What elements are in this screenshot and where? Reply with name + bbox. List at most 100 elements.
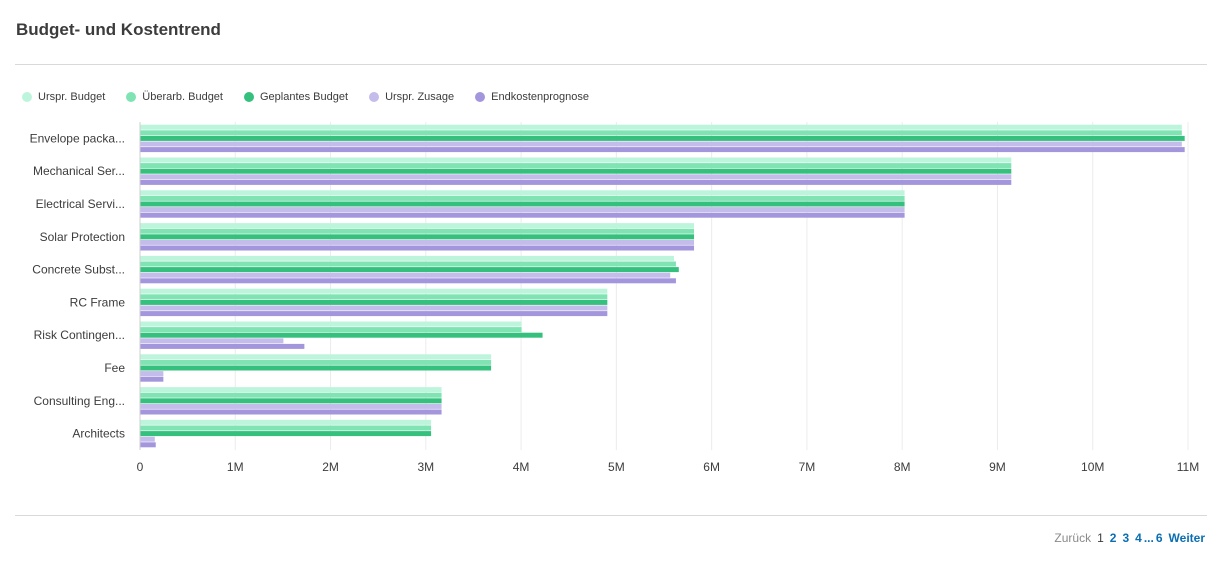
bar: [140, 223, 695, 229]
x-tick-label: 2M: [322, 460, 339, 474]
bar: [140, 168, 1012, 174]
bar: [140, 234, 695, 240]
bar: [140, 201, 905, 207]
bar: [140, 124, 1182, 130]
x-tick-label: 7M: [799, 460, 816, 474]
legend-swatch: [243, 92, 254, 102]
bar: [140, 261, 676, 267]
x-tick-label: 3M: [417, 460, 434, 474]
category-label: RC Frame: [70, 295, 126, 309]
bar: [140, 305, 608, 311]
bar: [140, 442, 156, 448]
bar: [140, 425, 432, 431]
category-label: Solar Protection: [40, 230, 125, 244]
category-label: Envelope packa...: [30, 131, 125, 145]
bar: [140, 179, 1012, 185]
bar: [140, 157, 1012, 163]
bar: [140, 141, 1182, 147]
bar: [140, 409, 442, 415]
chart-legend: Urspr. Budget Überarb. Budget Geplantes …: [22, 91, 610, 103]
footer-divider: [15, 515, 1207, 516]
category-label: Risk Contingen...: [34, 328, 125, 342]
pagination: Zurück 1 2 3 4 ... 6 Weiter: [1054, 531, 1205, 545]
category-label: Concrete Subst...: [32, 263, 125, 277]
bar: [140, 267, 679, 273]
bar: [140, 403, 442, 409]
page-link-3[interactable]: 3: [1122, 531, 1130, 545]
bar: [140, 255, 675, 261]
x-tick-label: 0: [137, 460, 144, 474]
next-page-link[interactable]: Weiter: [1168, 531, 1205, 545]
bar: [140, 174, 1012, 180]
legend-label: Geplantes Budget: [259, 91, 349, 103]
x-tick-label: 10M: [1081, 460, 1104, 474]
bar: [140, 365, 492, 371]
bar: [140, 327, 522, 333]
bar: [140, 311, 608, 317]
bar: [140, 436, 155, 442]
legend-label: Endkostenprognose: [491, 91, 590, 103]
x-tick-label: 5M: [608, 460, 625, 474]
x-tick-label: 8M: [894, 460, 911, 474]
header-divider: [15, 64, 1207, 65]
bar: [140, 278, 676, 284]
x-tick-label: 6M: [703, 460, 720, 474]
legend-swatch: [22, 92, 32, 102]
bar: [140, 431, 432, 437]
legend-swatch: [126, 92, 137, 102]
bar: [140, 392, 442, 398]
bar: [140, 398, 442, 404]
bar: [140, 135, 1185, 141]
legend-label: Überarb. Budget: [142, 91, 223, 103]
bar: [140, 195, 905, 201]
bar: [140, 371, 164, 377]
bar: [140, 332, 543, 338]
bar: [140, 147, 1185, 153]
bar: [140, 163, 1012, 169]
bar: [140, 299, 608, 305]
category-label: Consulting Eng...: [34, 394, 125, 408]
chart-title: Budget- und Kostentrend: [16, 20, 221, 39]
x-tick-label: 9M: [989, 460, 1006, 474]
bar-chart: 0 1M 2M 3M 4M 5M 6M 7M 8M 9M 10M 11M Envelope packa.…: [30, 122, 1199, 474]
category-label: Electrical Servi...: [36, 197, 125, 211]
bar: [140, 212, 905, 218]
bar: [140, 338, 284, 344]
legend-item-urspr-budget[interactable]: Urspr. Budget: [22, 91, 105, 103]
category-label: Fee: [104, 361, 125, 375]
pagination-ellipsis: ...: [1143, 531, 1154, 545]
bar: [140, 207, 905, 213]
bar: [140, 288, 608, 294]
current-page: 1: [1097, 531, 1104, 545]
legend-item-ueberarb-budget[interactable]: Überarb. Budget: [126, 91, 223, 103]
bar: [140, 228, 695, 234]
bar: [140, 419, 432, 425]
prev-page-link[interactable]: Zurück: [1054, 531, 1092, 545]
bar: [140, 321, 522, 327]
category-label: Mechanical Ser...: [33, 164, 125, 178]
legend-label: Urspr. Zusage: [385, 91, 455, 103]
bar: [140, 354, 492, 360]
x-tick-label: 4M: [513, 460, 530, 474]
bar: [140, 272, 671, 278]
category-label: Architects: [72, 427, 125, 441]
legend-label: Urspr. Budget: [38, 91, 106, 103]
bar: [140, 190, 905, 196]
bar: [140, 359, 492, 365]
legend-swatch: [369, 92, 380, 102]
bar: [140, 387, 442, 393]
bar: [140, 245, 695, 251]
legend-item-endkostenprognose[interactable]: Endkostenprognose: [475, 91, 589, 103]
x-tick-label: 11M: [1177, 460, 1199, 474]
legend-item-urspr-zusage[interactable]: Urspr. Zusage: [369, 91, 454, 103]
bar: [140, 343, 305, 349]
page-link-6[interactable]: 6: [1155, 531, 1163, 545]
page-link-2[interactable]: 2: [1109, 531, 1117, 545]
bar: [140, 130, 1182, 136]
x-tick-label: 1M: [227, 460, 244, 474]
bar: [140, 239, 695, 245]
bar: [140, 294, 608, 300]
legend-item-geplantes-budget[interactable]: Geplantes Budget: [243, 91, 349, 103]
page-link-4[interactable]: 4: [1135, 531, 1142, 545]
bar: [140, 376, 164, 382]
